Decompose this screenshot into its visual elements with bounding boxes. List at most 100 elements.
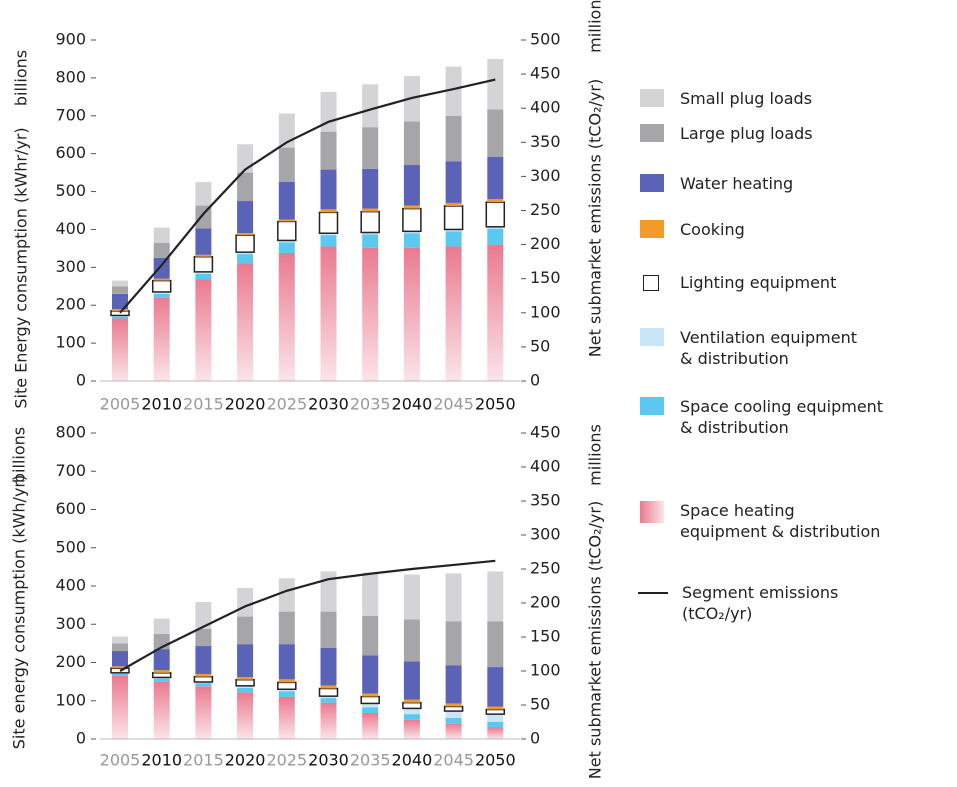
bar-segment <box>112 666 128 669</box>
bar-segment <box>237 587 254 617</box>
bar-segment <box>320 246 337 381</box>
bar-segment <box>153 242 170 258</box>
y2-tick-label: 200 <box>530 593 561 612</box>
bar-segment <box>445 711 462 718</box>
bar-segment <box>112 286 128 294</box>
bar-segment <box>362 572 379 616</box>
y-tick-label: 0 <box>76 371 86 390</box>
legend-swatch <box>638 592 668 594</box>
x-tick-label: 2030 <box>308 751 349 770</box>
y2-tick-label: 150 <box>530 627 561 646</box>
bar-segment <box>195 602 212 629</box>
bar-segment <box>153 649 170 671</box>
bar-segment <box>320 169 337 210</box>
y-unit: billions <box>10 427 29 483</box>
x-tick-label: 2045 <box>433 395 474 414</box>
y2-tick-label: 350 <box>530 491 561 510</box>
y2-tick-label: 0 <box>530 371 540 390</box>
bar-segment <box>320 702 337 739</box>
y-tick-label: 500 <box>55 181 86 200</box>
bar-segment <box>237 616 254 645</box>
bar-segment <box>320 233 337 236</box>
y2-tick-label: 450 <box>530 423 561 442</box>
bar-segment <box>278 689 295 692</box>
bar-segment <box>237 252 254 255</box>
bar-segment <box>112 673 128 676</box>
bar-segment <box>320 209 337 213</box>
y-unit: billions <box>12 50 31 106</box>
bar-segment <box>151 279 172 293</box>
bar-segment <box>112 675 128 739</box>
y2-unit: millions <box>586 0 605 53</box>
bar-segment <box>485 708 506 715</box>
bar-segment <box>237 692 254 739</box>
x-tick-label: 2005 <box>100 395 141 414</box>
y-tick-label: 300 <box>55 257 86 276</box>
bar-segment <box>362 703 379 708</box>
bar-segment <box>278 113 295 148</box>
y2-tick-label: 400 <box>530 98 561 117</box>
bar-segment <box>278 181 295 220</box>
legend-swatch <box>640 397 664 415</box>
bar-segment <box>362 247 379 381</box>
bar-segment <box>195 254 212 257</box>
bar-segment <box>278 147 295 182</box>
bar-segment <box>445 231 462 247</box>
bar-segment <box>277 220 297 242</box>
bar-segment <box>237 201 254 234</box>
bar-segment <box>237 677 254 680</box>
bar-segment <box>235 678 255 687</box>
bar-segment <box>320 685 337 689</box>
legend-swatch <box>640 124 664 142</box>
bar-segment <box>153 297 170 381</box>
y2-tick-label: 300 <box>530 525 561 544</box>
bar-segment <box>360 695 380 705</box>
bar-segment <box>403 231 420 234</box>
y-tick-label: 200 <box>55 295 86 314</box>
bar-segment <box>278 578 295 612</box>
legend-swatch <box>640 89 664 107</box>
bar-segment <box>362 127 379 169</box>
bar-segment <box>278 679 295 683</box>
y-tick-label: 100 <box>55 690 86 709</box>
emissions-line <box>119 559 496 672</box>
bar-segment <box>112 280 128 287</box>
bar-segment <box>487 156 504 200</box>
y2-tick-label: 250 <box>530 200 561 219</box>
bar-segment <box>320 131 337 170</box>
bar-segment <box>445 246 462 381</box>
bar-segment <box>195 279 212 381</box>
bar-segment <box>278 696 295 739</box>
bar-segment <box>193 675 214 683</box>
bar-segment <box>445 723 462 739</box>
bar-segment <box>362 234 379 248</box>
bar-segment <box>112 643 128 652</box>
y-tick-label: 400 <box>55 576 86 595</box>
bar-segment <box>362 693 379 697</box>
bar-segment <box>235 234 255 253</box>
bar-segment <box>362 168 379 209</box>
bar-segment <box>318 211 339 234</box>
y2-tick-label: 500 <box>530 30 561 49</box>
bar-segment <box>153 670 170 673</box>
bar-segment <box>112 309 128 311</box>
y2-tick-label: 200 <box>530 234 561 253</box>
y-tick-label: 800 <box>55 67 86 86</box>
bar-segment <box>487 244 504 381</box>
emissions-line <box>119 78 496 314</box>
bar-segment <box>403 205 420 209</box>
bar-segment <box>487 721 504 728</box>
bar-segment <box>195 273 212 280</box>
bar-segment <box>403 233 420 248</box>
y2-tick-label: 100 <box>530 661 561 680</box>
y-tick-label: 700 <box>55 461 86 480</box>
bar-segment <box>320 611 337 648</box>
bar-segment <box>320 698 337 703</box>
bar-segment <box>195 646 212 674</box>
bar-segment <box>278 691 295 697</box>
x-tick-label: 2010 <box>141 751 182 770</box>
bar-segment <box>445 115 462 162</box>
bar-segment <box>487 621 504 668</box>
bar-segment <box>403 719 420 739</box>
bar-segment <box>445 66 462 116</box>
